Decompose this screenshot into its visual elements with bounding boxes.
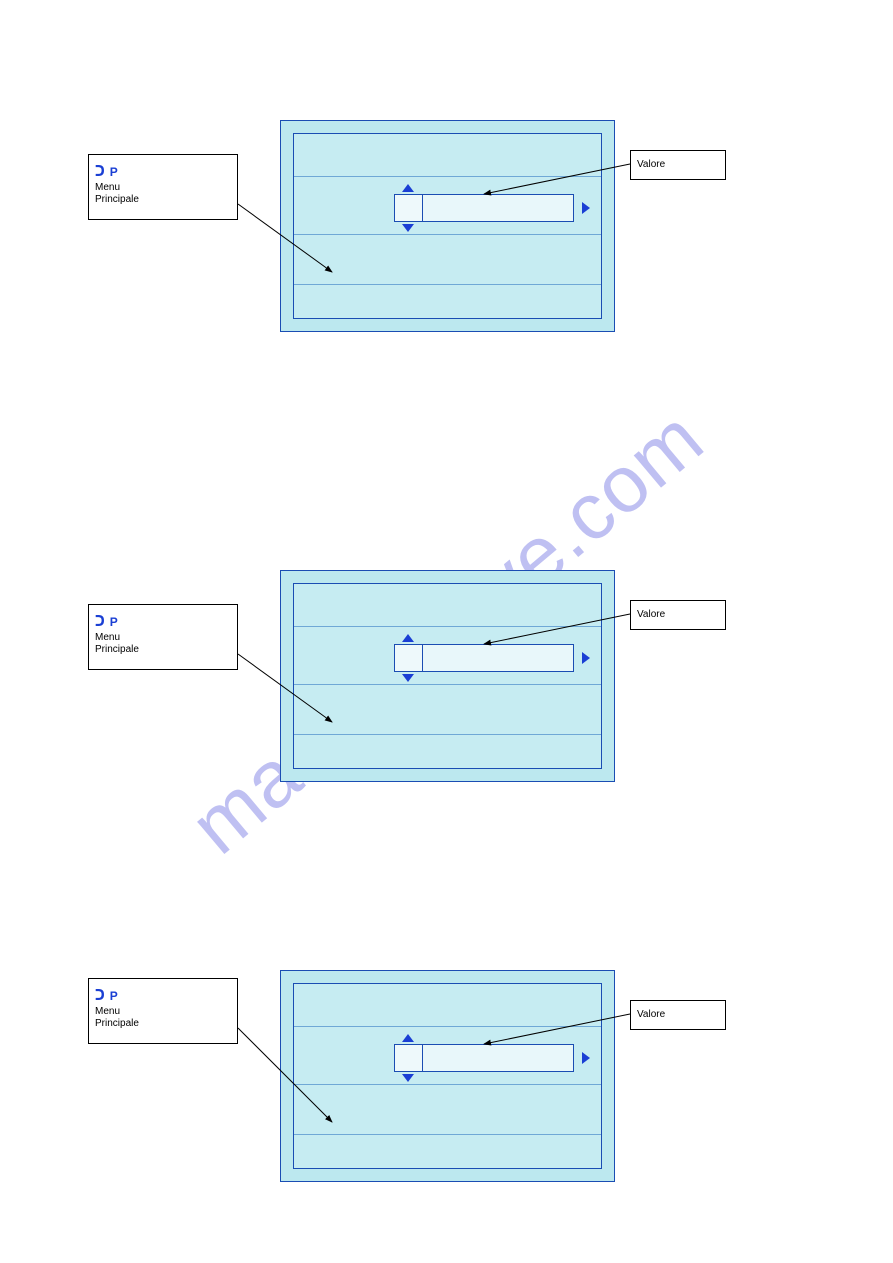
screen-line [294,284,601,285]
scroll-up-icon[interactable] [402,634,414,642]
enter-icon[interactable] [582,1052,590,1064]
menu-glyph: כ [95,610,105,630]
device-frame [280,570,615,782]
value-label: Valore [637,159,665,172]
value-label: Valore [637,1009,665,1022]
menu-glyph: כ [95,984,105,1004]
main-menu-callout: כ P MenuPrincipale [88,604,238,670]
screen-line [294,234,601,235]
menu-letter: P [110,165,118,179]
scroll-up-icon[interactable] [402,184,414,192]
input-cursor-cell [395,1045,423,1071]
menu-letter: P [110,989,118,1003]
scroll-down-icon[interactable] [402,224,414,232]
device-frame [280,970,615,1182]
enter-icon[interactable] [582,202,590,214]
main-menu-callout: כ P MenuPrincipale [88,154,238,220]
input-cursor-cell [395,645,423,671]
menu-glyph: כ [95,160,105,180]
value-callout: Valore [630,600,726,630]
device-screen [293,133,602,319]
enter-icon[interactable] [582,652,590,664]
menu-text: MenuPrincipale [95,632,139,656]
value-input[interactable] [394,194,574,222]
screen-line [294,734,601,735]
menu-letter: P [110,615,118,629]
menu-text: MenuPrincipale [95,182,139,206]
scroll-up-icon[interactable] [402,1034,414,1042]
screen-line [294,176,601,177]
input-cursor-cell [395,195,423,221]
menu-text: MenuPrincipale [95,1006,139,1030]
device-frame [280,120,615,332]
scroll-down-icon[interactable] [402,1074,414,1082]
device-screen [293,583,602,769]
value-label: Valore [637,609,665,622]
screen-line [294,626,601,627]
device-screen [293,983,602,1169]
value-input[interactable] [394,1044,574,1072]
value-callout: Valore [630,150,726,180]
main-menu-callout: כ P MenuPrincipale [88,978,238,1044]
screen-line [294,684,601,685]
screen-line [294,1134,601,1135]
scroll-down-icon[interactable] [402,674,414,682]
value-callout: Valore [630,1000,726,1030]
screen-line [294,1026,601,1027]
screen-line [294,1084,601,1085]
value-input[interactable] [394,644,574,672]
